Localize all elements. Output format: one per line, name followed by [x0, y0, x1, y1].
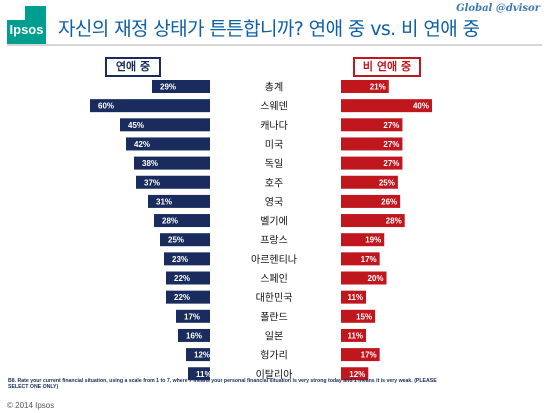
bar-right-3: [341, 137, 403, 151]
brand-label: Global @dvisor: [456, 3, 540, 14]
bar-left-0: [152, 80, 210, 93]
category-label-3: 미국: [265, 139, 283, 151]
bar-right-7: [341, 214, 405, 228]
value-label-right-1: 40%: [413, 102, 429, 111]
value-label-right-14: 17%: [361, 351, 377, 360]
value-label-right-5: 25%: [379, 178, 395, 187]
page-title: 자신의 재정 상태가 튼튼합니까? 연애 중 vs. 비 연애 중: [58, 18, 480, 40]
value-label-left-12: 17%: [184, 312, 200, 321]
logo-text: Ipsos: [9, 22, 44, 37]
category-label-11: 대한민국: [256, 292, 293, 304]
value-label-right-4: 27%: [383, 159, 399, 168]
value-label-right-2: 27%: [383, 121, 399, 130]
bar-left-4: [134, 156, 210, 170]
category-label-7: 벨기에: [260, 216, 288, 228]
value-label-right-9: 17%: [361, 255, 377, 264]
bar-right-2: [341, 118, 403, 132]
bar-right-13: [341, 328, 367, 342]
value-label-left-15: 11%: [196, 370, 212, 379]
category-label-2: 캐나다: [260, 120, 288, 132]
bar-left-5: [136, 175, 210, 189]
legend-left-series: 연애 중: [105, 57, 161, 77]
value-label-right-11: 11%: [347, 293, 363, 302]
logo-notch: [7, 6, 25, 20]
value-label-right-0: 21%: [370, 83, 386, 92]
bar-right-15: [341, 367, 369, 381]
category-label-10: 스페인: [260, 273, 288, 285]
ipsos-logo: Ipsos: [7, 6, 46, 45]
value-label-left-5: 37%: [144, 178, 160, 187]
category-label-13: 일본: [265, 330, 283, 342]
value-label-right-8: 19%: [365, 236, 381, 245]
title-divider: [7, 44, 542, 46]
value-label-right-10: 20%: [367, 274, 383, 283]
value-label-left-13: 16%: [186, 331, 202, 340]
bar-left-14: [186, 348, 210, 362]
bar-left-9: [164, 252, 210, 266]
value-label-left-0: 29%: [160, 83, 176, 92]
value-label-right-12: 15%: [356, 312, 372, 321]
category-label-6: 영국: [265, 196, 283, 208]
bar-left-15: [188, 367, 210, 381]
value-label-left-8: 25%: [168, 236, 184, 245]
bar-left-1: [90, 99, 210, 113]
category-label-15: 이탈리아: [256, 368, 293, 381]
category-label-4: 독일: [265, 158, 283, 170]
value-label-left-6: 31%: [156, 197, 172, 206]
bar-left-12: [176, 309, 210, 323]
bar-left-6: [148, 194, 210, 208]
bar-left-3: [126, 137, 210, 151]
bar-left-10: [166, 271, 210, 285]
bar-left-7: [154, 214, 210, 228]
value-label-left-11: 22%: [174, 293, 190, 302]
bar-right-10: [341, 271, 387, 285]
bar-right-4: [341, 156, 403, 170]
value-label-left-9: 23%: [172, 255, 188, 264]
value-label-left-7: 28%: [162, 217, 178, 226]
bar-right-14: [341, 348, 380, 362]
category-label-5: 호주: [265, 177, 283, 189]
category-label-0: 총계: [265, 82, 283, 94]
bar-left-2: [120, 118, 210, 132]
bar-right-11: [341, 290, 367, 304]
bar-left-13: [178, 328, 210, 342]
copyright-text: © 2014 Ipsos: [7, 401, 55, 410]
bar-right-5: [341, 175, 398, 189]
category-label-1: 스웨덴: [260, 101, 288, 113]
bar-left-8: [160, 233, 210, 247]
value-label-right-6: 26%: [381, 197, 397, 206]
survey-question-footnote: B8. Rate your current financial situatio…: [8, 378, 437, 390]
bar-right-12: [341, 309, 376, 323]
bar-right-6: [341, 194, 401, 208]
value-label-right-3: 27%: [383, 140, 399, 149]
bar-right-8: [341, 233, 385, 247]
value-label-left-3: 42%: [134, 140, 150, 149]
value-label-left-10: 22%: [174, 274, 190, 283]
value-label-right-7: 28%: [386, 217, 402, 226]
bar-right-1: [341, 99, 432, 113]
value-label-right-13: 11%: [347, 331, 363, 340]
bar-right-9: [341, 252, 380, 266]
value-label-left-2: 45%: [128, 121, 144, 130]
value-label-right-15: 12%: [349, 370, 365, 379]
bar-left-11: [166, 290, 210, 304]
category-label-12: 폴란드: [260, 311, 288, 323]
value-label-left-4: 38%: [142, 159, 158, 168]
category-label-14: 헝가리: [260, 350, 288, 362]
category-label-9: 아르헨티나: [251, 254, 297, 266]
value-label-left-1: 60%: [98, 102, 114, 111]
bar-right-0: [341, 80, 389, 93]
value-label-left-14: 12%: [194, 351, 210, 360]
category-label-8: 프랑스: [260, 235, 288, 247]
legend-right-series: 비 연애 중: [353, 57, 421, 77]
